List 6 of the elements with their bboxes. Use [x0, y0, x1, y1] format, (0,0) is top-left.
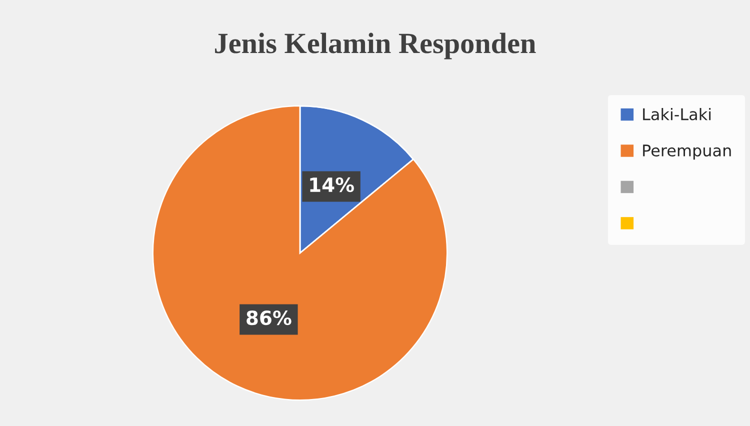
legend-label: Laki-Laki	[643, 108, 711, 120]
chart-title: Jenis Kelamin Responden	[215, 32, 536, 60]
pie-slice	[152, 105, 448, 401]
legend-label: Perempuan	[643, 144, 731, 160]
data-label: 14%	[310, 177, 354, 192]
data-label: 86%	[246, 310, 292, 326]
